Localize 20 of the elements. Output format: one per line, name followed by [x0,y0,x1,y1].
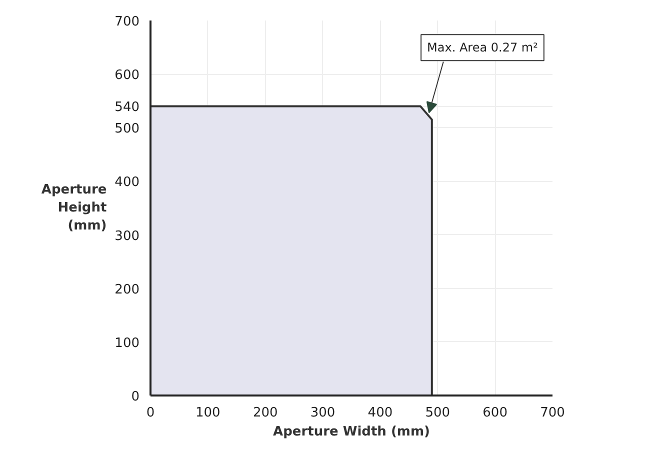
x-tick-label: 300 [310,406,336,420]
x-axis-title: Aperture Width (mm) [273,424,430,440]
x-tick-label: 500 [425,406,450,420]
y-tick-label: 500 [114,122,140,137]
x-tick-label: 200 [252,406,278,420]
annotation: Max. Area 0.27 m² [427,40,538,55]
y-tick-label: 200 [114,282,140,298]
x-tick-label: 700 [540,406,565,420]
y-tick-label: 600 [114,68,140,84]
x-tick-label: 100 [196,406,220,420]
x-tick-label: 600 [482,406,508,420]
y-tick-label: 400 [114,175,140,190]
x-tick-label: 0 [146,406,155,420]
y-axis-title: Aperture Height (mm) [41,182,107,234]
y-tick-label: 0 [131,390,140,404]
y-tick-label: 700 [114,14,140,30]
y-tick-label: 540 [114,100,140,116]
y-tick-label: 100 [114,336,140,351]
x-tick-label: 400 [368,406,393,420]
y-tick-label: 300 [114,228,140,244]
